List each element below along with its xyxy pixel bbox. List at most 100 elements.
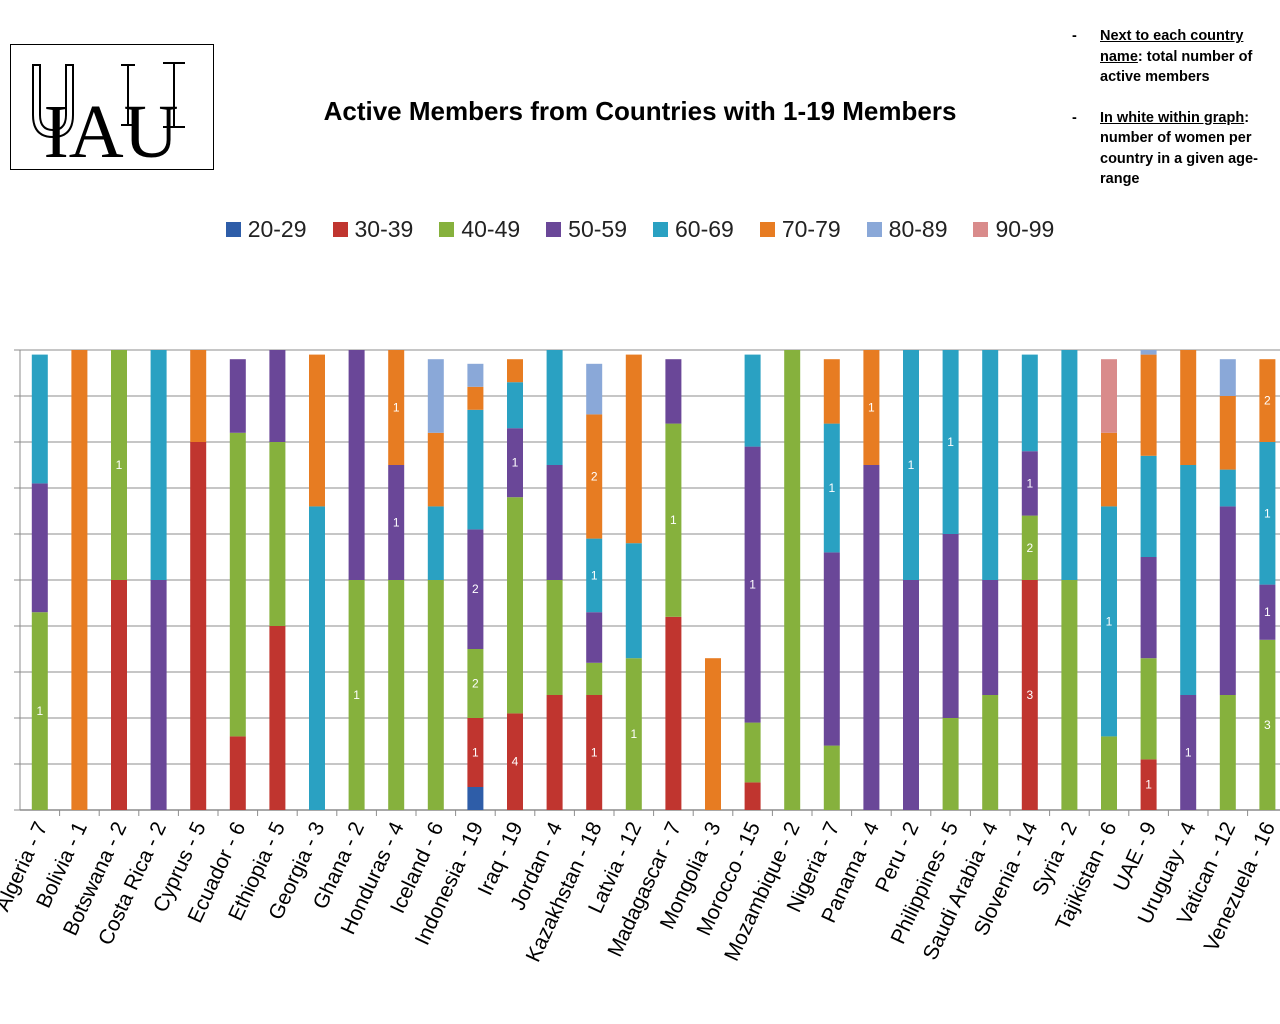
bar-segment (1140, 658, 1157, 760)
bar-segment (705, 658, 721, 810)
bar-segment (229, 359, 246, 433)
legend-swatch (866, 222, 882, 237)
women-count-label: 1 (868, 401, 875, 415)
bar-segment (586, 538, 603, 613)
bar-segment (625, 658, 642, 810)
bar-segment (1219, 359, 1236, 396)
bar-segment (31, 483, 48, 613)
bar-segment (1061, 580, 1078, 810)
bar-segment (586, 695, 603, 810)
bar-segment (507, 382, 523, 429)
legend-swatch (653, 222, 668, 237)
bar-segment (1259, 584, 1276, 640)
bar-segment (427, 580, 444, 810)
legend-swatch (439, 222, 455, 237)
bar-segment (942, 718, 959, 810)
women-count-label: 2 (591, 470, 598, 484)
legend-swatch (332, 222, 348, 237)
legend-label: 30-39 (354, 216, 414, 242)
notes-panel: - Next to each country name: total numbe… (1072, 26, 1278, 210)
legend-label: 80-89 (888, 216, 948, 242)
bar-segment (1219, 506, 1236, 695)
women-count-label: 1 (393, 516, 400, 530)
legend-label: 40-49 (461, 216, 521, 242)
bar-segment (309, 354, 325, 507)
women-count-label: 1 (670, 513, 677, 527)
women-count-label: 1 (630, 727, 637, 741)
legend-swatch (759, 222, 775, 237)
bar-segment (823, 359, 840, 424)
bar-segment (467, 649, 484, 718)
legend-item-80-89: 80-89 (866, 216, 948, 243)
legend-swatch (225, 222, 241, 237)
bar-segment (467, 386, 484, 410)
legend-swatch (546, 222, 562, 237)
bar-segment (467, 529, 484, 649)
legend-label: 20-29 (247, 216, 307, 242)
bar-segment (863, 465, 880, 810)
women-count-label: 1 (591, 568, 598, 582)
note-women-count: - In white within graph: number of women… (1072, 109, 1258, 188)
bar-segment (903, 580, 919, 810)
bar-segment (863, 350, 880, 465)
women-count-label: 1 (36, 704, 43, 718)
bar-segment (427, 359, 444, 433)
bar-segment (1140, 759, 1157, 810)
note-2-head: In white within graph (1100, 109, 1245, 126)
women-count-label: 1 (393, 401, 400, 415)
bar-segment (1140, 350, 1157, 355)
bar-segment (665, 359, 682, 424)
bar-segment (467, 787, 484, 810)
bar-segment (586, 414, 603, 539)
bar-segment (388, 580, 405, 810)
women-count-label: 1 (947, 435, 954, 449)
women-count-label: 2 (472, 582, 479, 596)
bar-segment (982, 580, 999, 695)
bar-segment (269, 350, 286, 442)
bar-segment (1259, 442, 1276, 585)
bar-segment (1021, 580, 1038, 810)
bar-segment (111, 580, 127, 810)
bar-segment (744, 782, 761, 810)
women-count-label: 1 (1026, 476, 1033, 490)
women-count-label: 1 (472, 746, 479, 760)
bar-segment (744, 354, 761, 447)
bar-segment (1140, 354, 1157, 456)
note-2-tail: : number of women per country in a given… (1100, 109, 1258, 188)
bar-segment (823, 423, 840, 553)
bar-segment (467, 363, 484, 387)
bar-segment (625, 543, 642, 659)
bar-segment (1259, 359, 1276, 442)
bar-segment (1061, 350, 1078, 580)
bar-segment (190, 442, 207, 810)
bar-segment (1140, 557, 1157, 659)
legend-label: 60-69 (675, 216, 734, 242)
bar-segment (982, 350, 999, 580)
iau-logo: IAU (10, 44, 214, 174)
bar-segment (1180, 465, 1197, 695)
bar-segment (1101, 359, 1117, 433)
women-count-label: 2 (1264, 394, 1271, 408)
women-count-label: 1 (1185, 746, 1192, 760)
bar-segment (427, 506, 444, 580)
legend-label: 70-79 (781, 216, 841, 242)
note-1-tail: : total number of active members (1100, 48, 1253, 86)
bar-segment (823, 745, 840, 810)
bar-segment (269, 626, 286, 810)
bar-segment (942, 534, 959, 718)
bar-segment (150, 350, 167, 580)
women-count-label: 1 (512, 456, 519, 470)
bar-segment (744, 722, 761, 783)
legend-item-70-79: 70-79 (759, 216, 841, 243)
women-count-label: 1 (1106, 614, 1113, 628)
legend-label: 90-99 (995, 216, 1055, 242)
bar-segment (269, 442, 286, 626)
bar-segment (388, 350, 405, 465)
women-count-label: 1 (116, 458, 123, 472)
bar-segment (1021, 515, 1038, 580)
bar-segment (1219, 695, 1236, 810)
women-count-label: 4 (512, 755, 519, 769)
bar-segment (71, 350, 88, 810)
bar-segment (546, 465, 563, 580)
bar-segment (467, 409, 484, 530)
